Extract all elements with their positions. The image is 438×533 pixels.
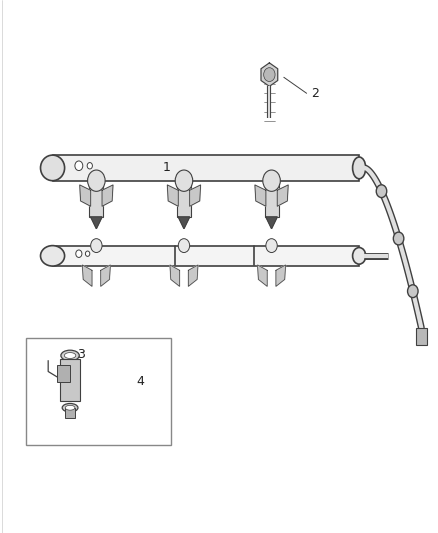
Polygon shape [188,265,198,286]
Bar [57,365,70,382]
Polygon shape [276,265,286,286]
Bar [177,181,191,217]
Polygon shape [102,185,113,206]
Polygon shape [178,217,190,229]
Circle shape [91,239,102,253]
Ellipse shape [353,157,366,179]
Polygon shape [255,185,266,206]
Ellipse shape [61,350,79,361]
Bar [53,246,359,266]
Circle shape [407,285,418,297]
Polygon shape [170,265,180,286]
Ellipse shape [64,353,76,358]
Circle shape [88,170,105,191]
Circle shape [264,68,275,82]
Text: 2: 2 [311,87,319,100]
Bar [65,408,75,418]
Circle shape [75,161,83,171]
Polygon shape [80,185,91,206]
Polygon shape [91,217,102,229]
Circle shape [87,163,92,169]
Circle shape [85,251,90,256]
Polygon shape [277,185,288,206]
Circle shape [266,239,277,253]
Circle shape [76,250,82,257]
Polygon shape [101,265,110,286]
Polygon shape [190,185,201,206]
Circle shape [376,185,387,198]
Bar [53,155,359,181]
Bar [265,181,279,217]
Ellipse shape [65,405,75,410]
Text: 1: 1 [162,161,170,174]
Polygon shape [167,185,178,206]
Ellipse shape [40,155,64,181]
Circle shape [263,170,280,191]
Circle shape [178,239,190,253]
Polygon shape [258,265,267,286]
Text: 3: 3 [77,348,85,361]
Ellipse shape [40,246,64,266]
Circle shape [175,170,193,191]
Bar [60,359,80,401]
Polygon shape [266,217,277,229]
Ellipse shape [353,247,366,264]
Polygon shape [261,63,278,86]
Circle shape [393,232,404,245]
Ellipse shape [62,403,78,412]
Bar [26,338,171,445]
Text: 4: 4 [136,375,144,387]
Bar [89,181,103,217]
Polygon shape [82,265,92,286]
Bar [416,328,427,345]
